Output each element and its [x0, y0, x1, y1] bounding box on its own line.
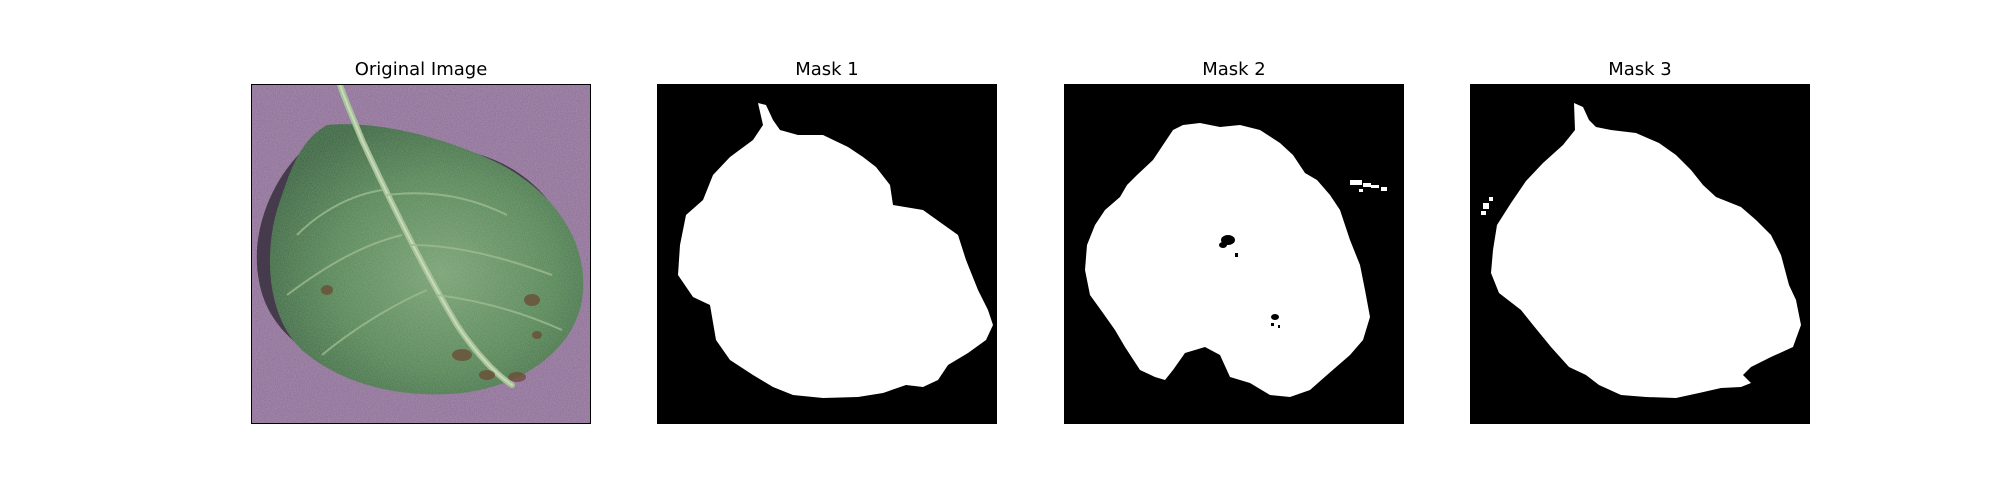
mask-2-graphic: [1065, 85, 1403, 423]
leaf-photo-graphic: [252, 85, 590, 423]
mask-3-blob: [1491, 103, 1801, 398]
mask-1-graphic: [658, 85, 996, 423]
mask-1-blob: [678, 103, 993, 398]
panel-title-mask-2: Mask 2: [1202, 59, 1266, 80]
panel-title-original-image: Original Image: [354, 59, 488, 80]
panel-mask-3: Mask 3: [1470, 58, 1810, 424]
panel-title-mask-3: Mask 3: [1608, 59, 1672, 80]
mask-3-graphic: [1471, 85, 1809, 423]
mask-2-blob: [1085, 123, 1370, 397]
panel-title-mask-1: Mask 1: [795, 59, 859, 80]
panel-original-image: Original Image: [251, 58, 591, 424]
original-image: [251, 84, 591, 424]
mask-2-image: [1064, 84, 1404, 424]
mask-1-image: [657, 84, 997, 424]
panel-mask-2: Mask 2: [1064, 58, 1404, 424]
mask-3-image: [1470, 84, 1810, 424]
panel-mask-1: Mask 1: [657, 58, 997, 424]
